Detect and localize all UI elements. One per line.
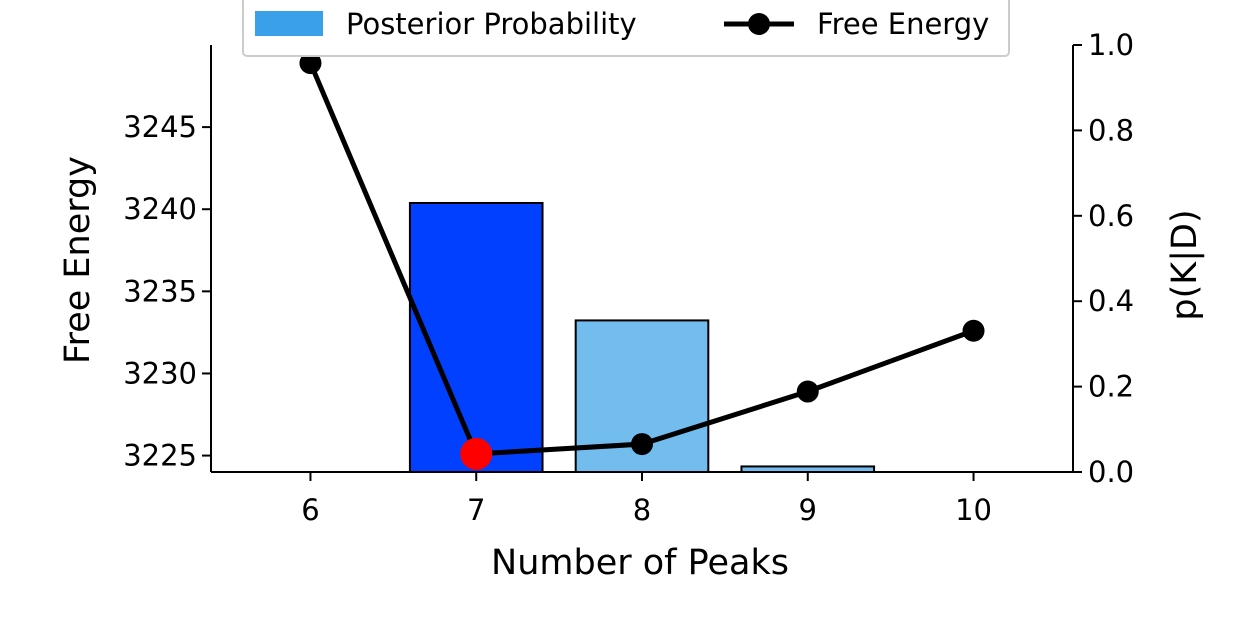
x-tick-label: 9 bbox=[799, 493, 817, 527]
left-y-tick-label: 3235 bbox=[123, 274, 197, 308]
legend-label-posterior: Posterior Probability bbox=[346, 7, 637, 41]
ticks-layer: 6 7 8 9 10 3225 3230 3235 3240 3245 0.0 0.2 0.4 0.6 0.… bbox=[123, 28, 1134, 527]
free-energy-min-marker bbox=[460, 437, 493, 470]
free-energy-marker bbox=[631, 433, 653, 456]
free-energy-line-layer bbox=[299, 52, 985, 470]
x-axis-label: Number of Peaks bbox=[491, 543, 789, 583]
left-y-tick-label: 3225 bbox=[123, 439, 197, 473]
legend-bar-swatch bbox=[255, 11, 323, 36]
x-tick-label: 7 bbox=[467, 493, 485, 527]
right-y-tick-label: 0.6 bbox=[1088, 199, 1134, 233]
right-y-tick-label: 0.0 bbox=[1088, 455, 1134, 489]
x-tick-label: 6 bbox=[301, 493, 319, 527]
free-energy-marker bbox=[962, 319, 985, 342]
legend-box bbox=[242, 0, 1010, 57]
x-tick-label: 10 bbox=[955, 493, 992, 527]
left-y-tick-label: 3230 bbox=[123, 356, 197, 390]
left-y-axis-label: Free Energy bbox=[58, 156, 98, 364]
free-energy-marker bbox=[796, 380, 819, 403]
legend: Posterior Probability Free Energy bbox=[242, 0, 1010, 57]
bars-layer bbox=[408, 201, 876, 474]
free-energy-marker bbox=[299, 52, 322, 75]
legend-line-marker bbox=[748, 13, 770, 35]
right-y-tick-label: 0.2 bbox=[1088, 370, 1134, 404]
right-y-tick-label: 0.8 bbox=[1088, 113, 1134, 147]
right-y-tick-label: 1.0 bbox=[1088, 28, 1134, 62]
right-y-axis-label: p(K|D) bbox=[1165, 209, 1205, 320]
right-y-tick-label: 0.4 bbox=[1088, 284, 1134, 318]
left-y-tick-label: 3245 bbox=[123, 110, 197, 144]
left-y-tick-label: 3240 bbox=[123, 192, 197, 226]
posterior-bar bbox=[408, 201, 544, 474]
legend-label-free-energy: Free Energy bbox=[817, 7, 989, 41]
x-tick-label: 8 bbox=[633, 493, 651, 527]
